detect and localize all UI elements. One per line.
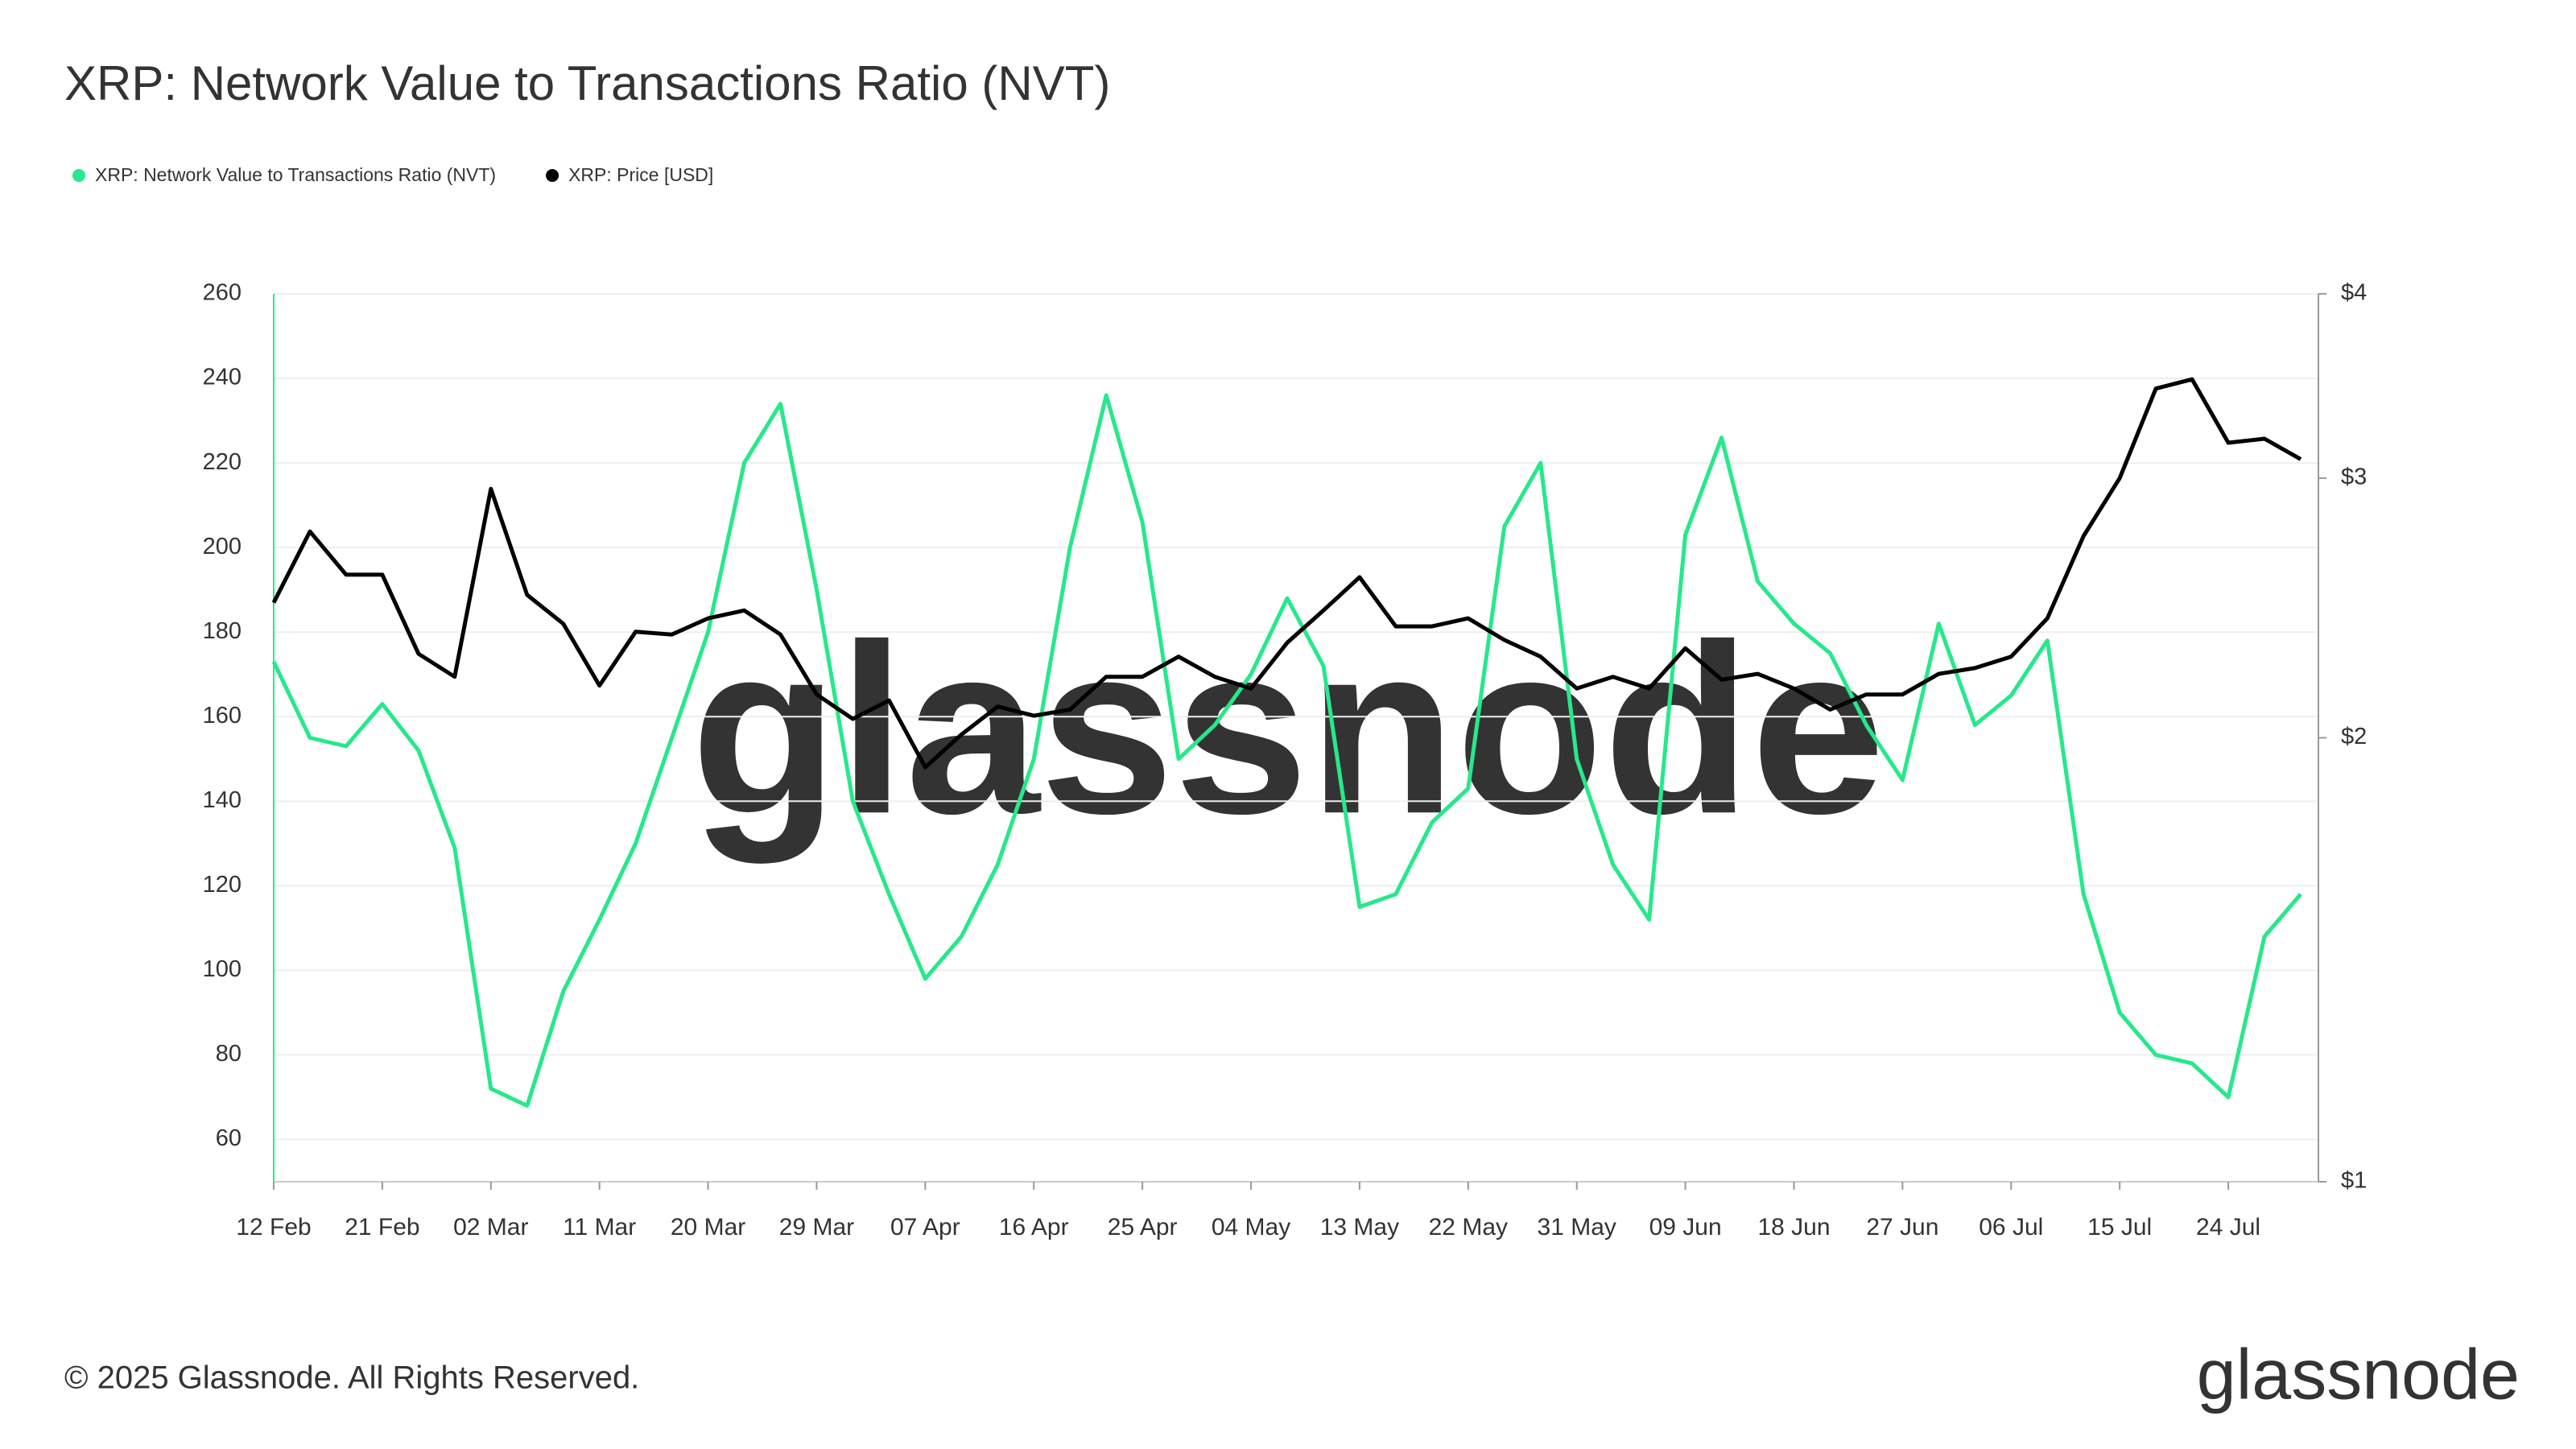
x-tick-label: 11 Mar <box>563 1214 636 1241</box>
x-tick-label: 18 Jun <box>1757 1214 1830 1241</box>
x-tick-label: 02 Mar <box>453 1214 528 1241</box>
y-tick-label: 120 <box>203 872 242 898</box>
legend-label: XRP: Price [USD] <box>568 164 713 185</box>
y2-tick-label: $1 <box>2341 1168 2367 1194</box>
y-tick-label: 260 <box>203 280 242 306</box>
x-tick-label: 25 Apr <box>1108 1214 1178 1241</box>
y2-tick-label: $2 <box>2341 724 2367 749</box>
y-tick-label: 220 <box>203 449 242 475</box>
logo: glassnode <box>2197 1334 2520 1414</box>
legend-label: XRP: Network Value to Transactions Ratio… <box>95 164 496 185</box>
y2-tick-label: $4 <box>2341 280 2367 306</box>
y-tick-label: 60 <box>216 1125 242 1151</box>
x-tick-label: 29 Mar <box>779 1214 854 1241</box>
y-tick-label: 160 <box>203 703 242 729</box>
y-tick-label: 240 <box>203 365 242 390</box>
x-tick-label: 04 May <box>1212 1214 1290 1241</box>
watermark: glassnode <box>691 593 1885 865</box>
x-tick-label: 21 Feb <box>345 1214 419 1241</box>
x-tick-label: 20 Mar <box>671 1214 745 1241</box>
y-tick-label: 80 <box>216 1041 242 1067</box>
x-tick-label: 13 May <box>1320 1214 1399 1241</box>
x-tick-label: 16 Apr <box>999 1214 1069 1241</box>
x-tick-label: 27 Jun <box>1866 1214 1938 1241</box>
y-tick-label: 100 <box>203 956 242 982</box>
y2-tick-label: $3 <box>2341 464 2367 490</box>
x-tick-label: 22 May <box>1429 1214 1508 1241</box>
copyright: © 2025 Glassnode. All Rights Reserved. <box>64 1360 639 1396</box>
chart-title: XRP: Network Value to Transactions Ratio… <box>64 56 1110 110</box>
legend-marker <box>546 169 559 182</box>
series-line <box>271 377 2302 770</box>
y-tick-label: 180 <box>203 618 242 644</box>
x-tick-label: 24 Jul <box>2196 1214 2260 1241</box>
x-tick-label: 15 Jul <box>2087 1214 2152 1241</box>
x-tick-label: 07 Apr <box>890 1214 960 1241</box>
y-tick-label: 200 <box>203 534 242 559</box>
x-tick-label: 06 Jul <box>1979 1214 2043 1241</box>
legend-marker <box>72 169 85 182</box>
x-tick-label: 31 May <box>1538 1214 1616 1241</box>
series-line <box>271 393 2302 1108</box>
y-tick-label: 140 <box>203 787 242 813</box>
x-tick-label: 12 Feb <box>236 1214 311 1241</box>
x-tick-label: 09 Jun <box>1649 1214 1722 1241</box>
